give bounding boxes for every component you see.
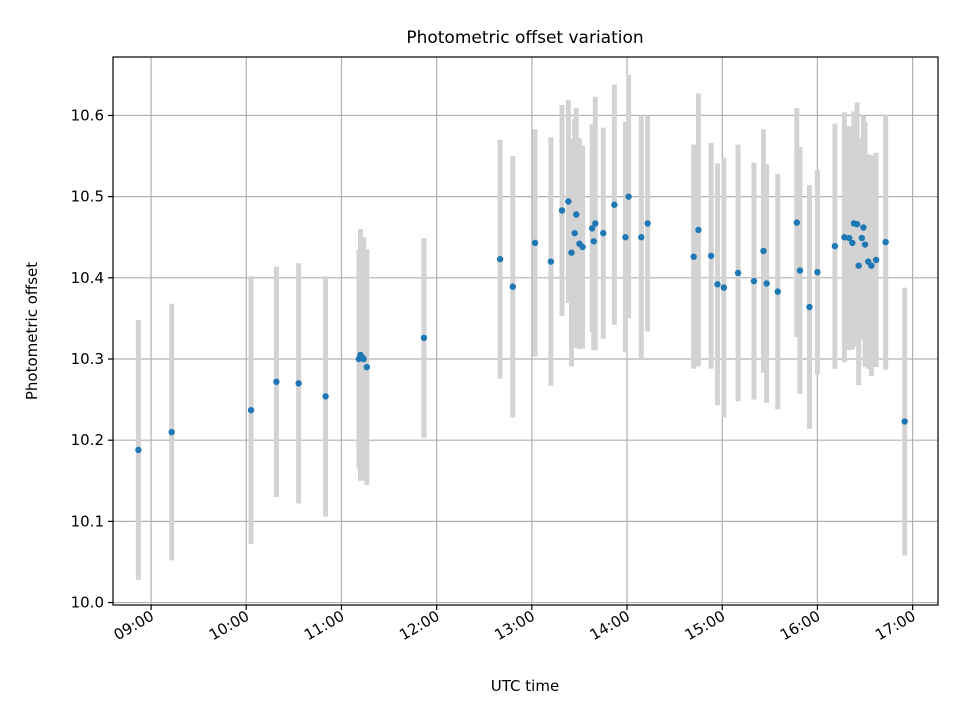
data-point (588, 225, 596, 232)
data-point (531, 239, 539, 247)
data-point (622, 234, 629, 241)
y-tick-label: 10.1 (71, 512, 104, 530)
data-point (853, 221, 861, 228)
data-point (860, 224, 867, 231)
data-point (872, 256, 880, 264)
data-point (565, 198, 572, 205)
data-point (571, 229, 578, 237)
data-point (796, 267, 804, 274)
data-point (868, 262, 875, 269)
data-point (774, 288, 781, 295)
data-point (831, 242, 839, 250)
data-point (638, 234, 645, 241)
data-point (558, 207, 566, 214)
data-point (806, 303, 813, 311)
plot-area (113, 57, 938, 605)
y-axis-label: Photometric offset (23, 262, 41, 400)
y-tick-label: 10.5 (71, 188, 104, 206)
data-point (547, 258, 555, 265)
data-point (763, 280, 770, 287)
data-point (793, 219, 800, 226)
data-point (135, 446, 142, 454)
data-point (849, 239, 856, 247)
data-point (750, 277, 758, 285)
data-point (573, 211, 580, 218)
data-point (644, 220, 651, 227)
data-point (861, 241, 869, 248)
data-point (845, 234, 853, 242)
data-point (720, 284, 728, 291)
data-point (814, 268, 821, 276)
data-point (600, 229, 607, 237)
data-point (855, 262, 862, 269)
data-point (760, 247, 767, 255)
data-point (496, 255, 504, 263)
data-point (858, 234, 866, 242)
plot-frame (112, 56, 939, 606)
data-point (273, 378, 280, 385)
y-tick-label: 10.2 (71, 431, 104, 449)
data-point (625, 193, 632, 200)
data-point (509, 283, 517, 290)
data-point (714, 281, 721, 288)
data-point (734, 269, 742, 277)
data-point (247, 406, 255, 414)
y-tick-label: 10.0 (71, 594, 104, 612)
data-point (901, 418, 908, 425)
data-point (690, 253, 697, 260)
data-points (135, 193, 908, 454)
data-point (695, 226, 702, 234)
data-point (882, 238, 889, 246)
data-point (295, 380, 302, 387)
data-point (590, 238, 597, 245)
data-point (611, 201, 618, 208)
y-axis: 10.0 10.1 10.2 10.3 10.4 10.5 10.6 (71, 106, 113, 612)
data-point (360, 355, 367, 363)
data-point (579, 243, 586, 251)
data-point (363, 363, 371, 371)
chart-title: Photometric offset variation (406, 28, 643, 48)
grid-lines (113, 57, 938, 605)
data-point (420, 334, 428, 342)
data-point (322, 393, 329, 400)
data-point (841, 234, 848, 241)
data-point (592, 220, 599, 227)
data-point (168, 428, 175, 436)
y-tick-label: 10.4 (71, 269, 104, 287)
data-point (568, 249, 575, 256)
y-tick-label: 10.6 (71, 106, 104, 124)
x-axis-label: UTC time (491, 677, 559, 695)
y-tick-label: 10.3 (71, 350, 104, 368)
data-point (707, 252, 715, 260)
